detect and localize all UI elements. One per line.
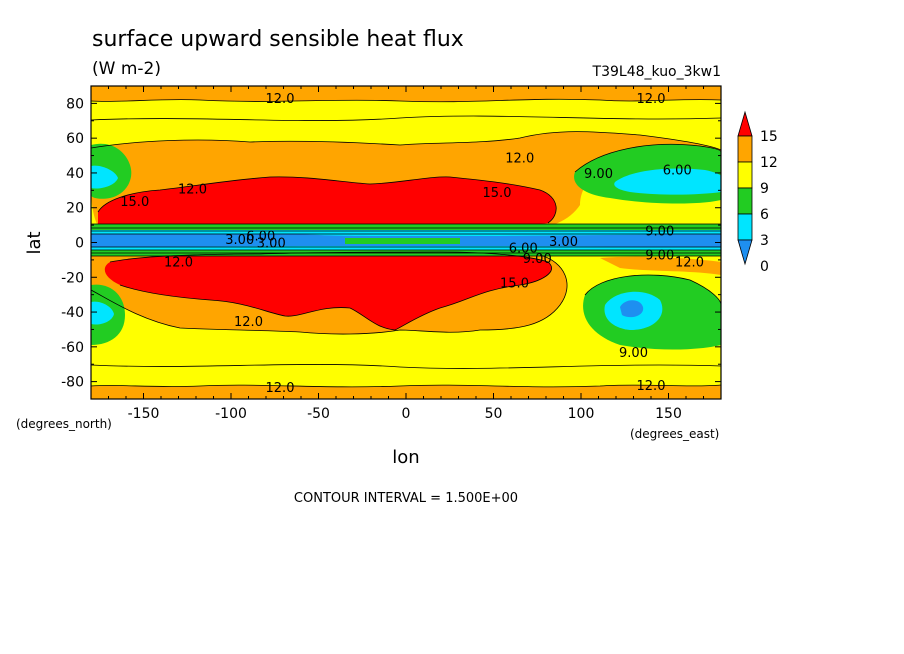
x-axis-title: lon xyxy=(392,447,419,468)
y-tick-label: -60 xyxy=(61,340,84,356)
chart-title: surface upward sensible heat flux xyxy=(92,27,464,52)
field-north-polar-band xyxy=(91,86,721,102)
contour-label: 9.00 xyxy=(523,252,552,267)
contour-label: 9.00 xyxy=(619,346,648,361)
colorbar-segment xyxy=(737,187,753,215)
heat-flux-field: 12.0 12.012.015.015.012.09.00 6.009.003.00… xyxy=(91,86,721,399)
y-axis: 80 60 40 20 0 -20 -40 -60 -80 xyxy=(61,85,721,400)
field-sh-red-core xyxy=(104,252,552,330)
x-tick-label: 150 xyxy=(655,406,682,422)
field-south-polar-band xyxy=(91,385,721,399)
field-nw-cyan-patch xyxy=(91,165,118,189)
contour-label: 9.00 xyxy=(645,224,674,239)
chart-units: (W m-2) xyxy=(92,59,161,79)
colorbar-tick-label: 0 xyxy=(760,259,769,275)
run-id-label: T39L48_kuo_3kw1 xyxy=(592,64,721,80)
field-sw-cyan-patch xyxy=(91,301,114,325)
y-tick-label: 80 xyxy=(66,96,84,112)
contour-label: 12.0 xyxy=(234,315,263,330)
x-tick-label: 0 xyxy=(402,406,411,422)
y-tick-label: -40 xyxy=(61,305,84,321)
x-tick-label: -150 xyxy=(128,406,160,422)
y-tick-label: 20 xyxy=(66,201,84,217)
colorbar-tick-label: 9 xyxy=(760,181,769,197)
contour-label: 9.00 xyxy=(584,167,613,182)
contour-label: 3.00 xyxy=(225,233,254,248)
contour-interval-note: CONTOUR INTERVAL = 1.500E+00 xyxy=(294,491,518,506)
colorbar-segment xyxy=(737,135,753,163)
field-sh-east-orange xyxy=(600,256,721,275)
colorbar-tick-label: 12 xyxy=(760,155,778,171)
contour-label: 12.0 xyxy=(164,256,193,271)
field-nh-red-core xyxy=(98,176,557,232)
contour-label: 3.00 xyxy=(549,235,578,250)
x-axis: -150 -100 -50 0 50 100 150 xyxy=(108,86,704,422)
colorbar-max-triangle xyxy=(737,110,753,137)
colorbar-tick-label: 3 xyxy=(760,233,769,249)
x-tick-label: 50 xyxy=(485,406,503,422)
contour-label: 15.0 xyxy=(500,276,529,291)
x-unit-label: (degrees_east) xyxy=(630,427,719,441)
field-se-blue-patch xyxy=(620,300,644,318)
field-equatorial-green-strip xyxy=(345,238,460,244)
contour-label: 15.0 xyxy=(120,195,149,210)
y-tick-label: -80 xyxy=(61,375,84,391)
contour-label: 12.0 xyxy=(266,381,295,396)
x-tick-label: -50 xyxy=(307,406,330,422)
contour-label: 3.00 xyxy=(257,237,286,252)
x-tick-label: 100 xyxy=(568,406,595,422)
contour-label: 12.0 xyxy=(266,92,295,107)
contour-label: 15.0 xyxy=(483,186,512,201)
colorbar-min-triangle xyxy=(737,239,753,266)
contour-label: 6.00 xyxy=(663,163,692,178)
contour-label: 12.0 xyxy=(637,379,666,394)
colorbar-tick-label: 15 xyxy=(760,129,778,145)
colorbar-segment xyxy=(737,161,753,189)
contour-label: 6.00 xyxy=(246,230,275,245)
y-unit-label: (degrees_north) xyxy=(16,417,112,431)
contour-labels-group: 12.0 12.012.015.015.012.09.00 6.009.003.00… xyxy=(120,92,704,396)
colorbar: 0 3 6 9 12 15 xyxy=(737,110,778,275)
field-ne-cyan-patch xyxy=(614,168,721,195)
contour-label: 6.00 xyxy=(509,242,538,257)
y-tick-label: -20 xyxy=(61,270,84,286)
y-tick-label: 60 xyxy=(66,131,84,147)
y-tick-label: 0 xyxy=(75,236,84,252)
contour-label: 12.0 xyxy=(637,92,666,107)
x-tick-label: -100 xyxy=(215,406,247,422)
contour-lines xyxy=(91,98,721,388)
colorbar-segment xyxy=(737,213,753,241)
colorbar-tick-label: 6 xyxy=(760,207,769,223)
contour-label: 12.0 xyxy=(675,256,704,271)
contour-label: 12.0 xyxy=(505,151,534,166)
y-axis-title: lat xyxy=(24,231,45,254)
contour-label: 12.0 xyxy=(178,183,207,198)
y-tick-label: 40 xyxy=(66,166,84,182)
contour-label: 9.00 xyxy=(645,249,674,264)
